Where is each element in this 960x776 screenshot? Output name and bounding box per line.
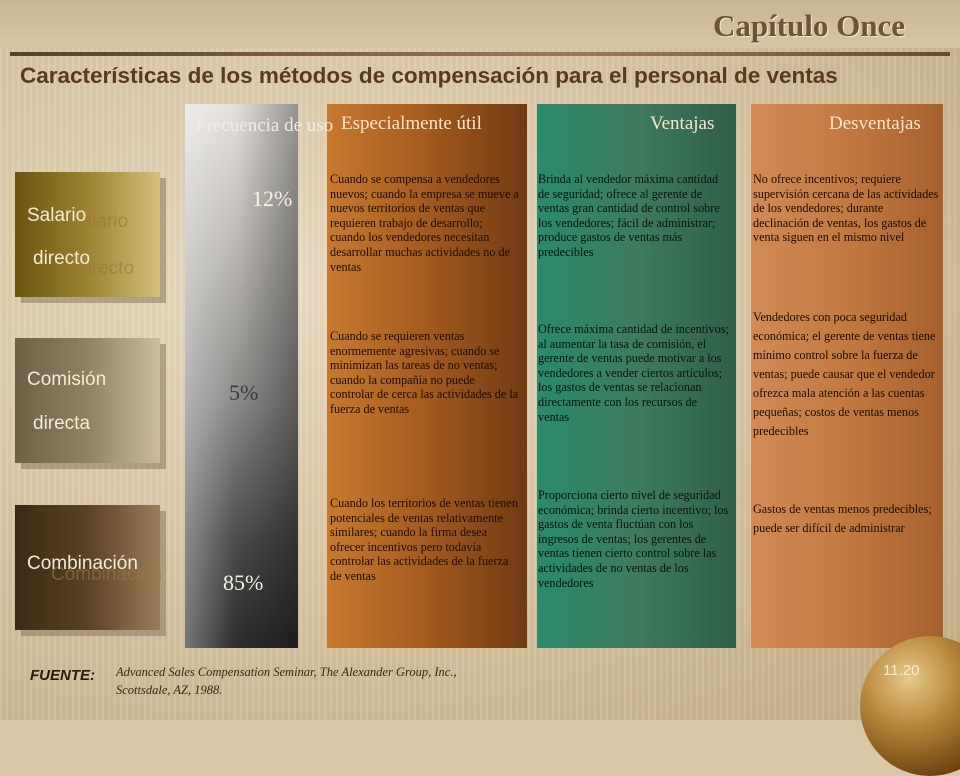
chapter-title: Capítulo Once <box>712 8 905 43</box>
ventajas-text: Proporciona cierto nivel de seguridad ec… <box>538 488 729 590</box>
desventajas-text: Gastos de ventas menos predecibles; pued… <box>753 502 932 535</box>
source-label: FUENTE: <box>30 667 95 684</box>
column-header-frecuencia: Frecuencia de uso <box>196 115 334 136</box>
column-frecuencia <box>185 104 298 648</box>
method-box-salario: Salario directo Salario directo <box>15 172 160 297</box>
method-label-shadow: directo <box>77 258 135 279</box>
ventajas-text: Brinda al vendedor máxima cantidad de se… <box>538 172 720 259</box>
method-label-shadow: Salario <box>69 211 129 232</box>
slide-title: Características de los métodos de compen… <box>20 63 838 88</box>
method-label-shadow: Combinación <box>51 564 162 585</box>
desventajas-text: No ofrece incentivos; requiere supervisi… <box>753 172 939 245</box>
frecuencia-value: 5% <box>229 380 259 405</box>
especialmente-text: Cuando se requieren ventas enormemente a… <box>330 329 519 416</box>
header-band <box>0 0 960 48</box>
column-especialmente <box>327 104 527 648</box>
column-ventajas <box>537 104 736 648</box>
method-box-comision: Comisión directa <box>15 338 160 463</box>
method-label: Combinación <box>27 553 138 574</box>
frecuencia-value: 85% <box>223 570 264 595</box>
title-rule <box>10 52 950 56</box>
especialmente-text: Cuando los territorios de ventas tienen … <box>330 496 518 583</box>
especialmente-text: Cuando se compensa a vendedores nuevos; … <box>330 172 519 274</box>
ventajas-text: Ofrece máxima cantidad de incentivos; al… <box>538 322 729 424</box>
column-header-ventajas: Ventajas <box>650 113 715 134</box>
method-label: directo <box>33 248 91 269</box>
column-desventajas <box>751 104 943 648</box>
source-citation: Advanced Sales Compensation Seminar, The… <box>116 665 457 697</box>
method-label: directa <box>33 413 91 434</box>
method-label: Salario <box>27 205 87 226</box>
method-box-combinacion: Combinación Combinación <box>15 505 162 630</box>
frecuencia-value: 12% <box>252 186 293 211</box>
slide-number: 11.20 <box>883 662 920 679</box>
column-header-especialmente: Especialmente útil <box>341 113 482 134</box>
desventajas-text: Vendedores con poca seguridad económica;… <box>753 310 936 438</box>
column-header-desventajas: Desventajas <box>829 113 921 134</box>
method-label: Comisión <box>27 369 107 390</box>
